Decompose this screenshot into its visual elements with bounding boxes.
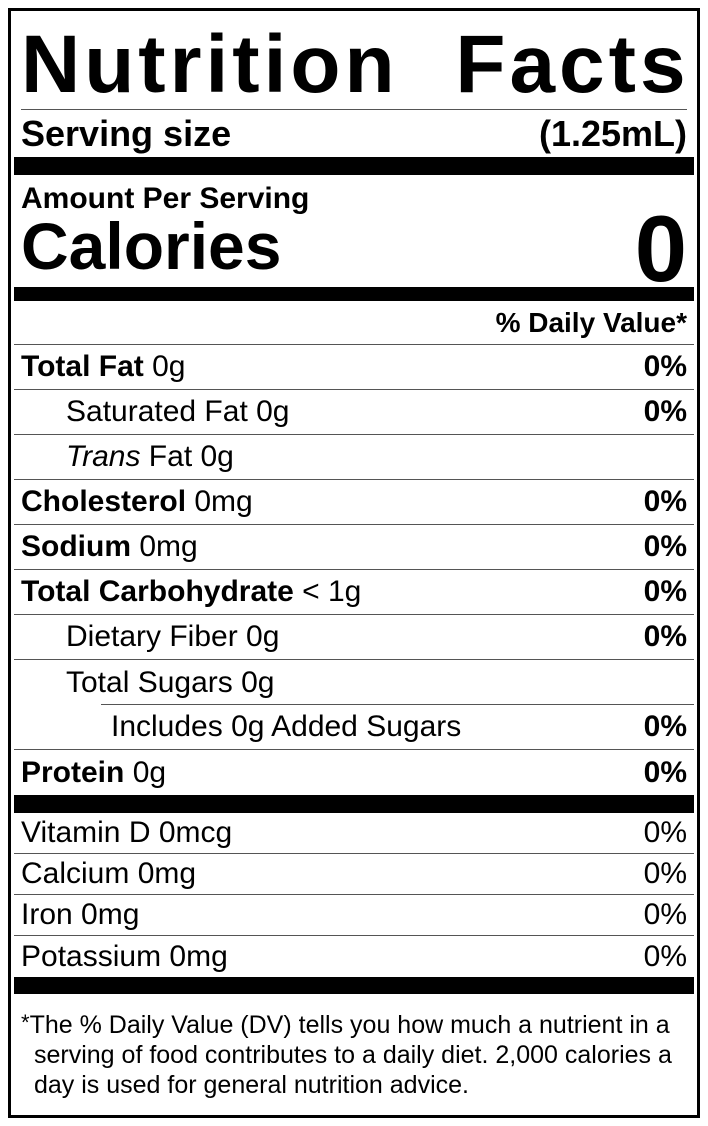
daily-value-percent: 0%: [643, 350, 687, 383]
label-title: Nutrition Facts: [21, 11, 687, 110]
nutrient-name: Includes 0g Added Sugars: [111, 710, 462, 743]
nutrient-row: Potassium 0mg 0%: [14, 936, 694, 977]
daily-value-percent: 0%: [643, 755, 687, 789]
serving-size-value: (1.25mL): [538, 112, 687, 154]
serving-size-label: Serving size: [21, 112, 232, 154]
nutrient-name: Calcium 0mg: [21, 857, 197, 890]
nutrient-name: Vitamin D 0mcg: [21, 816, 233, 849]
nutrient-name: Iron 0mg: [21, 898, 140, 931]
nutrient-row: Trans Fat 0g: [14, 435, 694, 480]
daily-value-percent: 0%: [643, 898, 687, 931]
thick-divider-bar: [14, 157, 694, 175]
nutrient-row: Iron 0mg 0%: [14, 895, 694, 936]
calories-label: Calories: [21, 209, 282, 283]
calories-row: Calories 0: [21, 195, 687, 301]
nutrient-row: Vitamin D 0mcg 0%: [14, 813, 694, 854]
nutrient-name: Total Sugars 0g: [66, 665, 275, 699]
nutrient-row: Includes 0g Added Sugars 0%: [14, 705, 694, 750]
nutrient-row: Sodium 0mg 0%: [14, 525, 694, 570]
daily-value-percent: 0%: [643, 530, 687, 563]
daily-value-percent: 0%: [643, 575, 687, 608]
footnote-asterisk: *: [21, 1010, 30, 1035]
calories-section: Amount Per Serving Calories 0: [21, 175, 687, 301]
nutrient-name: Dietary Fiber 0g: [66, 620, 280, 653]
daily-value-percent: 0%: [643, 939, 687, 973]
nutrient-name: Sodium 0mg: [21, 530, 198, 563]
footnote-text: The % Daily Value (DV) tells you how muc…: [29, 1011, 672, 1099]
thick-divider-bar: [14, 977, 694, 994]
nutrient-row: Total Fat 0g 0%: [14, 345, 694, 390]
serving-size-row: Serving size (1.25mL): [21, 110, 687, 157]
nutrient-row: Saturated Fat 0g 0%: [14, 390, 694, 435]
daily-value-percent: 0%: [643, 710, 687, 743]
nutrient-rows: Total Fat 0g 0% Saturated Fat 0g 0% Trans Fa…: [14, 345, 694, 795]
nutrient-row: Dietary Fiber 0g 0%: [14, 615, 694, 660]
nutrient-name: Total Fat 0g: [21, 350, 186, 383]
daily-value-percent: 0%: [643, 395, 687, 428]
daily-value-percent: 0%: [643, 816, 687, 849]
vitamin-rows: Vitamin D 0mcg 0% Calcium 0mg 0% Iron 0mg 0% P…: [14, 813, 694, 977]
nutrient-name: Potassium 0mg: [21, 939, 228, 973]
nutrient-row: Calcium 0mg 0%: [14, 854, 694, 895]
nutrient-name: Trans Fat 0g: [66, 440, 234, 473]
nutrient-name: Saturated Fat 0g: [66, 395, 290, 428]
daily-value-header: % Daily Value*: [14, 301, 694, 345]
nutrient-row: Protein 0g 0%: [14, 750, 694, 795]
nutrient-name: Cholesterol 0mg: [21, 485, 253, 518]
nutrient-row: Total Carbohydrate < 1g 0%: [14, 570, 694, 615]
calories-value: 0: [634, 195, 687, 301]
nutrient-name: Protein 0g: [21, 755, 167, 789]
daily-value-percent: 0%: [643, 857, 687, 890]
footnote: *The % Daily Value (DV) tells you how mu…: [21, 994, 687, 1100]
nutrition-facts-label: Nutrition Facts Serving size (1.25mL) Am…: [8, 8, 700, 1118]
daily-value-percent: 0%: [643, 485, 687, 518]
nutrient-name: Total Carbohydrate < 1g: [21, 575, 362, 608]
medium-divider-bar: [14, 287, 694, 301]
nutrient-row: Cholesterol 0mg 0%: [14, 480, 694, 525]
daily-value-percent: 0%: [643, 620, 687, 653]
thick-divider-bar: [14, 795, 694, 813]
nutrient-row: Total Sugars 0g: [14, 660, 694, 705]
amount-per-serving-label: Amount Per Serving: [21, 182, 310, 215]
